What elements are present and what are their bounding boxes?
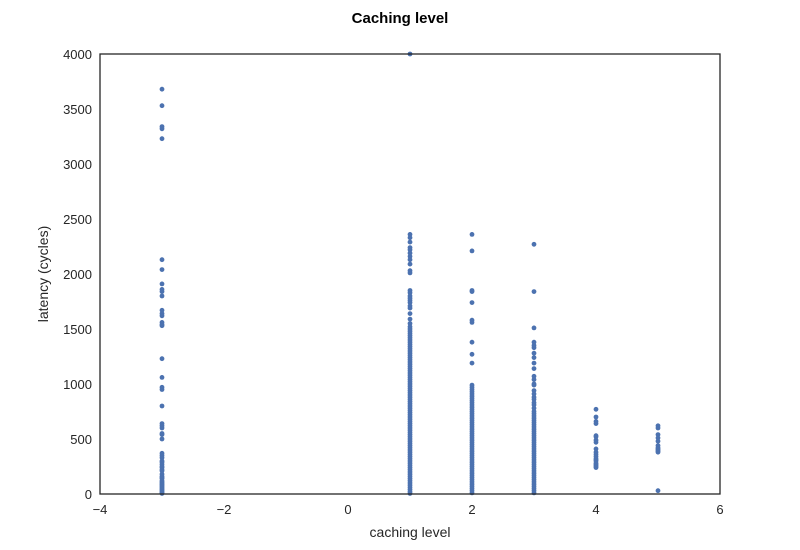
data-point [159,455,165,461]
data-point [593,465,599,470]
chart-title: Caching level [352,10,449,27]
data-point [407,239,413,245]
data-point [593,406,599,412]
data-point [469,339,475,345]
data-point [159,323,165,329]
data-point [593,439,599,445]
data-point [407,261,413,267]
data-point [593,421,599,426]
data-point [655,432,661,437]
data-point [159,86,165,92]
data-point [531,397,537,402]
data-point [159,356,165,362]
data-point [159,436,165,442]
data-point [655,438,661,444]
data-point [407,290,413,296]
data-point [159,257,165,263]
data-point [593,414,599,420]
data-point [159,432,165,437]
data-point [531,289,537,294]
y-tick-label: 2000 [63,267,92,282]
data-point [531,405,537,411]
data-point [407,270,413,276]
data-point [407,247,413,253]
data-point [469,351,475,357]
data-points [159,51,661,496]
y-tick-label: 3000 [63,157,92,172]
y-tick-label: 0 [85,487,92,502]
data-point [531,325,537,331]
x-tick-label: 0 [344,502,351,517]
data-point [531,345,537,351]
data-point [531,388,537,393]
data-point [655,449,661,455]
data-point [593,446,599,452]
y-axis-label: latency (cycles) [35,226,51,322]
data-point [159,307,165,313]
data-point [469,360,475,366]
x-axis-label: caching level [370,524,451,540]
data-point [531,339,537,345]
data-point [469,289,475,294]
data-point [159,126,165,132]
y-tick-label: 2500 [63,212,92,227]
data-point [469,320,475,325]
data-point [159,313,165,319]
y-tick-label: 4000 [63,47,92,62]
x-tick-labels: −4 −2 0 2 4 6 [93,502,724,517]
x-tick-label: −2 [217,502,232,517]
y-tick-label: 500 [70,432,92,447]
data-point [469,300,475,305]
y-tick-label: 1500 [63,322,92,337]
data-point [159,103,165,109]
data-point [531,355,537,360]
data-point [159,468,165,474]
data-point [469,248,475,254]
data-point [159,289,165,294]
data-point [593,434,599,440]
data-point [407,232,413,237]
data-point [531,366,537,371]
data-point [531,402,537,408]
data-point [407,316,413,322]
y-tick-label: 1000 [63,377,92,392]
data-point [407,321,413,326]
data-point [407,235,413,241]
plot-frame [99,53,721,495]
data-point [531,382,537,388]
data-point [159,387,165,392]
data-point [159,375,165,380]
data-point [407,300,413,305]
data-point [407,305,413,311]
data-point [159,403,165,409]
data-point [407,257,413,263]
data-point [159,293,165,299]
data-point [531,391,537,397]
data-point [531,360,537,366]
x-tick-label: 2 [468,502,475,517]
data-point [469,232,475,237]
y-tick-label: 3500 [63,102,92,117]
x-tick-label: 4 [592,502,599,517]
data-point [159,425,165,431]
data-point [531,373,537,379]
data-point [159,281,165,287]
data-point [159,136,165,142]
data-point [407,311,413,316]
data-point [531,350,537,356]
data-point [655,425,661,431]
y-tick-labels: 0 500 1000 1500 2000 2500 3000 3500 4000 [63,47,92,502]
data-point [655,488,661,494]
data-point [531,241,537,247]
data-point [159,267,165,272]
x-tick-label: 6 [716,502,723,517]
data-point [531,377,537,382]
x-tick-label: −4 [93,502,108,517]
data-point [655,435,661,441]
data-point [407,254,413,259]
data-point [407,250,413,256]
